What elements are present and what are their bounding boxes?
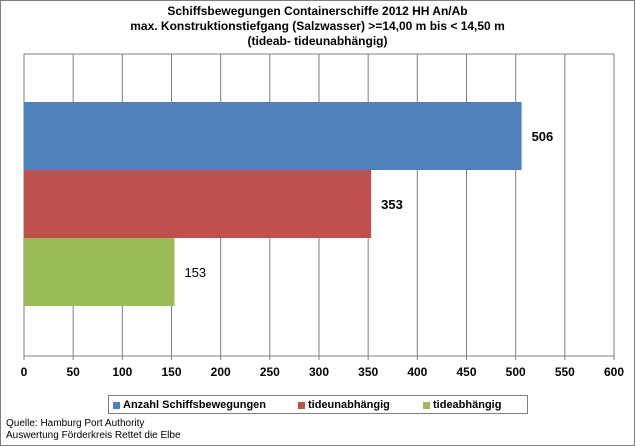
x-tick-label-150: 150 [161, 365, 181, 379]
x-tick-label-500: 500 [506, 365, 526, 379]
legend-item-tideunabhaengig: tideunabhängig [298, 399, 390, 411]
x-tick-label-550: 550 [555, 365, 575, 379]
legend-swatch-tideunabhaengig [298, 401, 305, 409]
chart-legend: Anzahl Schiffsbewegungen tideunabhängig … [108, 395, 528, 414]
legend-item-anzahl: Anzahl Schiffsbewegungen [113, 399, 266, 411]
legend-item-tideabhaengig: tideabhängig [423, 399, 501, 411]
x-tick-label-400: 400 [407, 365, 427, 379]
bar-3 [24, 238, 175, 306]
x-tick-label-100: 100 [112, 365, 132, 379]
bar-2 [24, 170, 372, 238]
x-tick-label-300: 300 [309, 365, 329, 379]
legend-swatch-anzahl [113, 401, 120, 409]
x-tick-label-350: 350 [358, 365, 378, 379]
bar-label-1: 506 [532, 129, 554, 144]
legend-swatch-tideabhaengig [423, 401, 430, 409]
x-tick-label-600: 600 [604, 365, 624, 379]
x-tick-label-0: 0 [21, 365, 28, 379]
source-line-2: Auswertung Förderkreis Rettet die Elbe [6, 430, 181, 441]
bar-label-2: 353 [381, 197, 403, 212]
legend-label-tideunabhaengig: tideunabhängig [308, 399, 390, 411]
source-line-1: Quelle: Hamburg Port Authority [6, 418, 145, 429]
bar-label-3: 153 [184, 265, 206, 280]
chart-title-line-2: max. Konstruktionstiefgang (Salzwasser) … [130, 19, 505, 33]
bar-1 [24, 102, 522, 170]
x-tick-label-50: 50 [66, 365, 80, 379]
chart-title-line-1: Schiffsbewegungen Containerschiffe 2012 … [167, 4, 468, 18]
x-tick-label-200: 200 [211, 365, 231, 379]
x-tick-label-250: 250 [260, 365, 280, 379]
chart-title-line-3: (tideab- tideunabhängig) [247, 34, 388, 48]
legend-label-anzahl: Anzahl Schiffsbewegungen [123, 399, 267, 411]
legend-label-tideabhaengig: tideabhängig [433, 399, 502, 411]
x-tick-label-450: 450 [456, 365, 476, 379]
